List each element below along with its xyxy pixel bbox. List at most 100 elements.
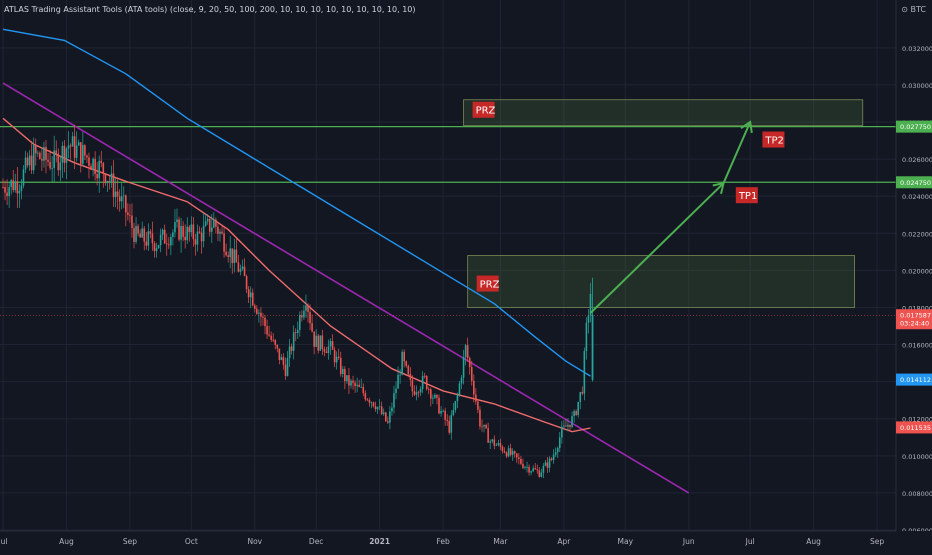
candle	[213, 212, 215, 229]
candle	[155, 242, 158, 258]
candle-body	[475, 394, 477, 402]
candle-body	[84, 145, 86, 156]
candle	[206, 214, 209, 225]
time-tick-label: Oct	[185, 537, 198, 546]
candle-body	[305, 305, 307, 311]
candle-body	[26, 157, 29, 166]
candle	[82, 131, 84, 167]
candle-body	[563, 425, 565, 427]
candle-body	[247, 289, 250, 298]
candle-body	[79, 142, 82, 164]
candle	[579, 391, 582, 410]
candle	[106, 180, 109, 193]
tp2-arrowhead	[740, 120, 753, 134]
candle-body	[286, 358, 289, 376]
candle	[342, 365, 344, 378]
candle-body	[4, 187, 6, 193]
candle	[307, 303, 309, 323]
candle	[366, 398, 369, 402]
price-axis-background	[896, 0, 932, 550]
candle	[174, 209, 176, 238]
candle-body	[10, 180, 12, 188]
candle-body	[403, 351, 406, 362]
candle-body	[473, 380, 475, 395]
candle	[249, 286, 252, 309]
candle	[196, 224, 199, 252]
indicator-legend[interactable]: ATLAS Trading Assistant Tools (ATA tools…	[4, 5, 416, 14]
candle	[540, 468, 543, 478]
candle-body	[63, 145, 66, 163]
candle	[571, 411, 573, 429]
candle-body	[477, 401, 479, 410]
price-level-tag-text: 0.027750	[900, 123, 931, 131]
candle	[79, 141, 82, 173]
candle	[221, 225, 223, 235]
candle	[491, 438, 494, 444]
candle	[425, 374, 428, 391]
candle-body	[436, 394, 438, 398]
candle	[241, 259, 244, 271]
candle	[354, 380, 356, 393]
price-level-tag-text: 0.024750	[900, 179, 931, 187]
candle	[534, 462, 537, 470]
price-tick-label: 0.008000	[902, 490, 932, 498]
candle-body	[221, 231, 223, 234]
price-tag: 0.014112	[896, 373, 932, 386]
candle	[356, 377, 358, 393]
candle	[34, 138, 37, 166]
candle-body	[110, 173, 113, 182]
candle	[77, 139, 80, 147]
candle	[321, 329, 324, 355]
candle	[41, 148, 43, 171]
candle-body	[24, 157, 27, 170]
candle-body	[548, 458, 551, 468]
candle	[84, 144, 86, 161]
candle	[421, 371, 424, 394]
candle-body	[495, 444, 498, 446]
price-level-tag-box	[896, 176, 932, 189]
candle-body	[258, 312, 260, 314]
candle-body	[202, 225, 205, 242]
candle-body	[434, 394, 436, 398]
candle-body	[241, 266, 244, 270]
candle	[14, 173, 17, 193]
candle	[507, 445, 510, 458]
candle	[172, 229, 174, 246]
candle-body	[374, 406, 377, 410]
price-tick-label: 0.032000	[902, 45, 932, 53]
candle	[380, 401, 383, 416]
candle	[159, 228, 162, 253]
candle-body	[376, 407, 379, 410]
target-label-box	[735, 187, 758, 204]
candle	[524, 465, 526, 470]
target-label: TP2	[762, 131, 785, 148]
candle	[473, 374, 475, 403]
candle	[266, 319, 268, 339]
candle-body	[407, 365, 410, 374]
candle-body	[532, 468, 534, 472]
candle-body	[120, 196, 123, 202]
candle-body	[133, 227, 135, 242]
candle	[399, 368, 401, 384]
candle	[460, 375, 463, 390]
candle-body	[509, 448, 512, 455]
candle-body	[161, 229, 164, 235]
candle-body	[534, 468, 537, 470]
candle-body	[442, 410, 444, 412]
candle	[286, 351, 289, 377]
candle-body	[49, 161, 51, 169]
candle-body	[571, 416, 573, 427]
candle	[147, 223, 150, 251]
candle	[188, 224, 191, 242]
candle	[186, 217, 189, 244]
candle	[432, 394, 434, 404]
candle-body	[227, 255, 229, 258]
candle	[176, 208, 178, 228]
candle	[464, 343, 467, 366]
candle	[239, 264, 242, 276]
candle-body	[28, 155, 31, 166]
price-tick-label: 0.018000	[902, 304, 932, 312]
candle	[569, 424, 571, 432]
